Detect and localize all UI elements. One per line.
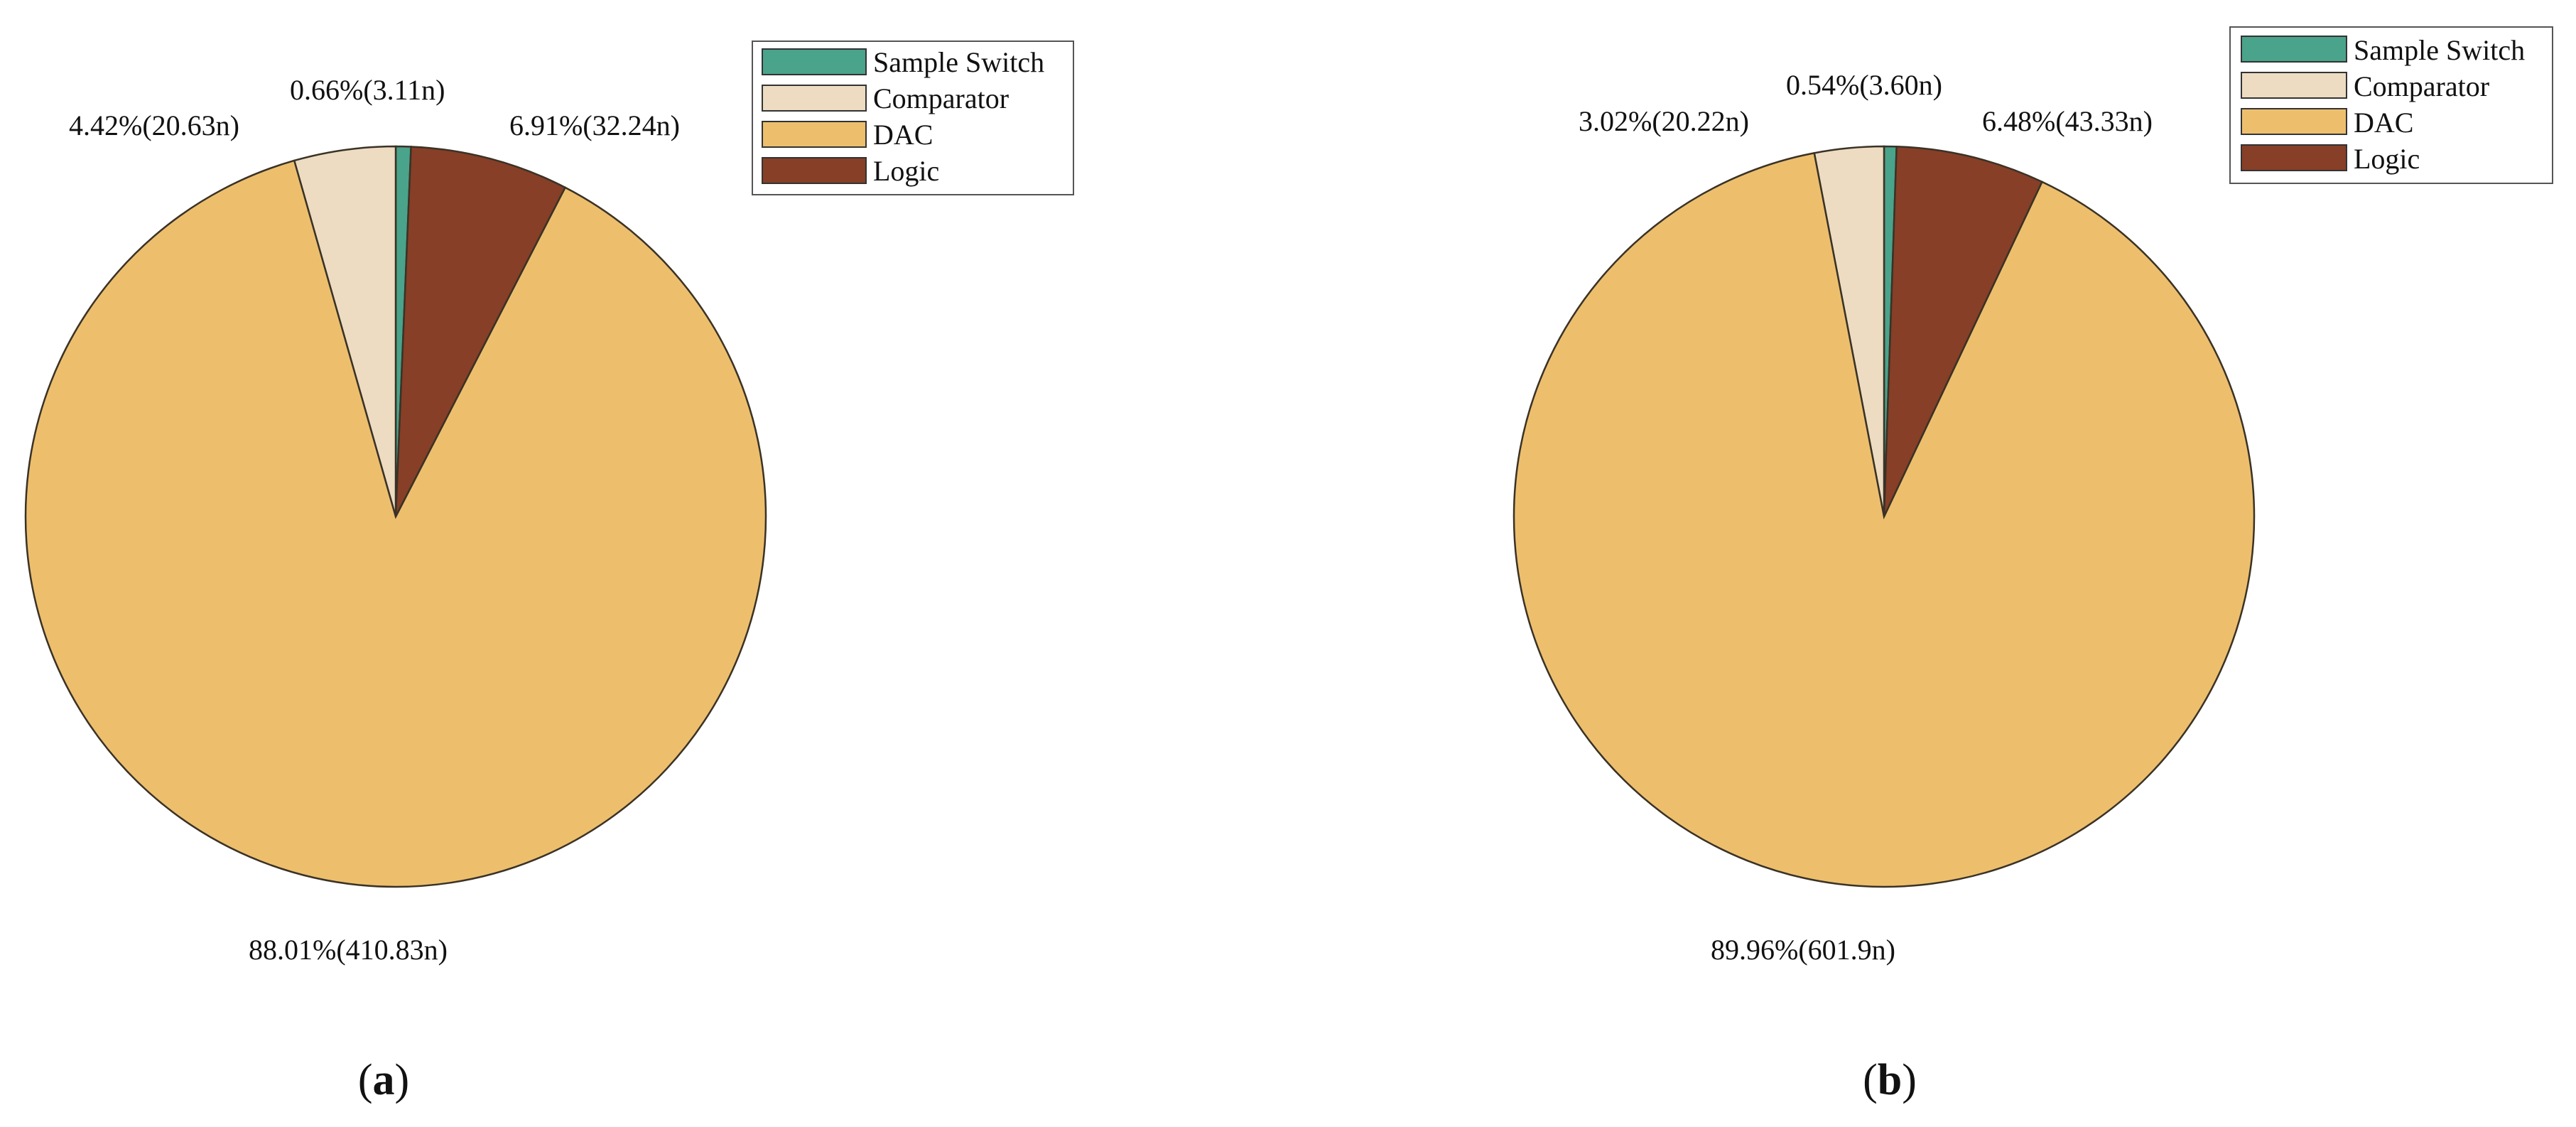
slice-label-b-dac: 89.96%(601.9n)	[1711, 934, 1895, 966]
legend-b: Sample Switch Comparator DAC Logic	[2229, 26, 2553, 184]
legend-a-label-sample-switch: Sample Switch	[873, 46, 1044, 78]
legend-b-swatch-sample-switch	[2241, 36, 2347, 63]
panel-label-b-letter: b	[1878, 1056, 1902, 1104]
pie-a-slices	[24, 145, 767, 888]
slice-label-a-logic: 6.91%(32.24n)	[509, 109, 680, 141]
legend-a-swatch-comparator	[762, 85, 867, 112]
panel-label-b: (b)	[1863, 1056, 1917, 1104]
legend-a-swatch-logic	[762, 157, 867, 184]
legend-b-label-comparator: Comparator	[2354, 70, 2489, 102]
pie-a-slice-dac	[24, 159, 767, 888]
pie-chart-b: 0.54%(3.60n) 3.02%(20.22n) 89.96%(601.9n…	[1512, 26, 2553, 1104]
pie-a-slice-logic	[394, 146, 567, 517]
slice-label-b-sample-switch: 0.54%(3.60n)	[1786, 69, 1942, 101]
panel-label-a-letter: a	[373, 1056, 395, 1104]
legend-a-label-comparator: Comparator	[873, 82, 1009, 114]
pie-chart-a: 0.66%(3.11n) 4.42%(20.63n) 88.01%(410.83…	[24, 41, 1074, 1104]
legend-b-swatch-logic	[2241, 144, 2347, 171]
pie-b-slices	[1512, 145, 2256, 888]
slice-label-a-sample-switch: 0.66%(3.11n)	[290, 74, 445, 106]
slice-label-a-dac: 88.01%(410.83n)	[249, 934, 448, 966]
panel-label-a: (a)	[358, 1056, 409, 1104]
slice-label-a-comparator: 4.42%(20.63n)	[69, 109, 239, 141]
legend-a: Sample Switch Comparator DAC Logic	[752, 41, 1074, 195]
legend-a-swatch-sample-switch	[762, 48, 867, 75]
legend-a-swatch-dac	[762, 121, 867, 148]
pie-b-slice-dac	[1512, 151, 2256, 888]
legend-b-label-sample-switch: Sample Switch	[2354, 34, 2525, 66]
slice-label-b-comparator: 3.02%(20.22n)	[1579, 105, 1749, 137]
legend-b-label-logic: Logic	[2354, 143, 2420, 175]
slice-label-b-logic: 6.48%(43.33n)	[1982, 105, 2153, 137]
pie-b-slice-logic	[1883, 146, 2044, 517]
legend-a-label-dac: DAC	[873, 119, 933, 151]
legend-a-label-logic: Logic	[873, 155, 939, 187]
legend-b-swatch-comparator	[2241, 72, 2347, 99]
legend-b-label-dac: DAC	[2354, 107, 2413, 139]
legend-b-swatch-dac	[2241, 108, 2347, 135]
